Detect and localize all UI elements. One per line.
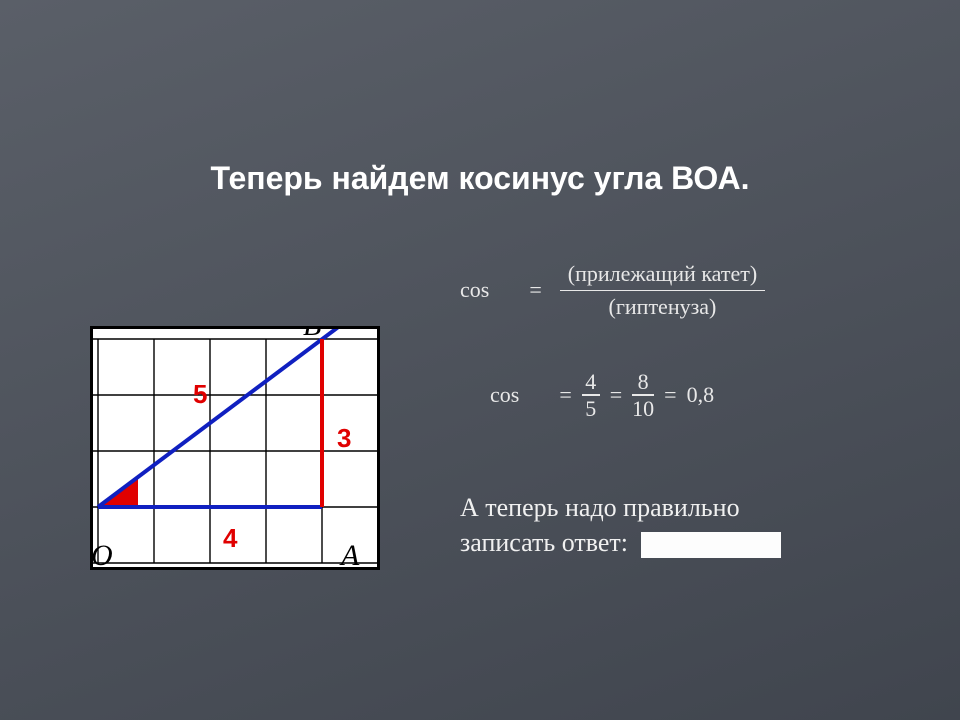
- text-line-2-wrap: записать ответ:: [460, 525, 781, 560]
- fraction-8-10: 8 10: [632, 370, 654, 420]
- label-A: A: [339, 539, 360, 567]
- answer-placeholder: [641, 532, 781, 558]
- cos-func: cos: [460, 277, 489, 303]
- label-O: O: [93, 539, 113, 567]
- frac-bot: 5: [585, 397, 596, 420]
- equals-sign: =: [610, 382, 622, 408]
- cos-func-2: cos: [490, 382, 519, 408]
- slide-title: Теперь найдем косинус угла ВОА.: [0, 160, 960, 197]
- frac-top: 4: [585, 370, 596, 393]
- cos-definition: cos = (прилежащий катет) (гиптенуза): [460, 260, 765, 321]
- frac-bot: 10: [632, 397, 654, 420]
- label-hyp: 5: [193, 379, 207, 409]
- text-line-2: записать ответ:: [460, 528, 628, 557]
- diagram-svg: O A B 5 4 3: [93, 329, 377, 567]
- def-denominator: (гиптенуза): [601, 291, 725, 321]
- text-line-1: А теперь надо правильно: [460, 490, 781, 525]
- instruction-text: А теперь надо правильно записать ответ:: [460, 490, 781, 560]
- equals-sign: =: [559, 382, 571, 408]
- triangle-diagram: O A B 5 4 3: [90, 326, 380, 570]
- cos-calculation: cos = 4 5 = 8 10 = 0,8: [490, 370, 714, 420]
- equals-sign: =: [529, 277, 541, 303]
- label-base: 4: [223, 523, 238, 553]
- definition-fraction: (прилежащий катет) (гиптенуза): [560, 260, 765, 321]
- line-hypotenuse: [98, 329, 341, 507]
- result-value: 0,8: [687, 382, 715, 408]
- def-numerator: (прилежащий катет): [560, 260, 765, 290]
- fraction-4-5: 4 5: [582, 370, 600, 420]
- label-B: B: [303, 329, 321, 342]
- equals-sign: =: [664, 382, 676, 408]
- label-height: 3: [337, 423, 351, 453]
- frac-top: 8: [638, 370, 649, 393]
